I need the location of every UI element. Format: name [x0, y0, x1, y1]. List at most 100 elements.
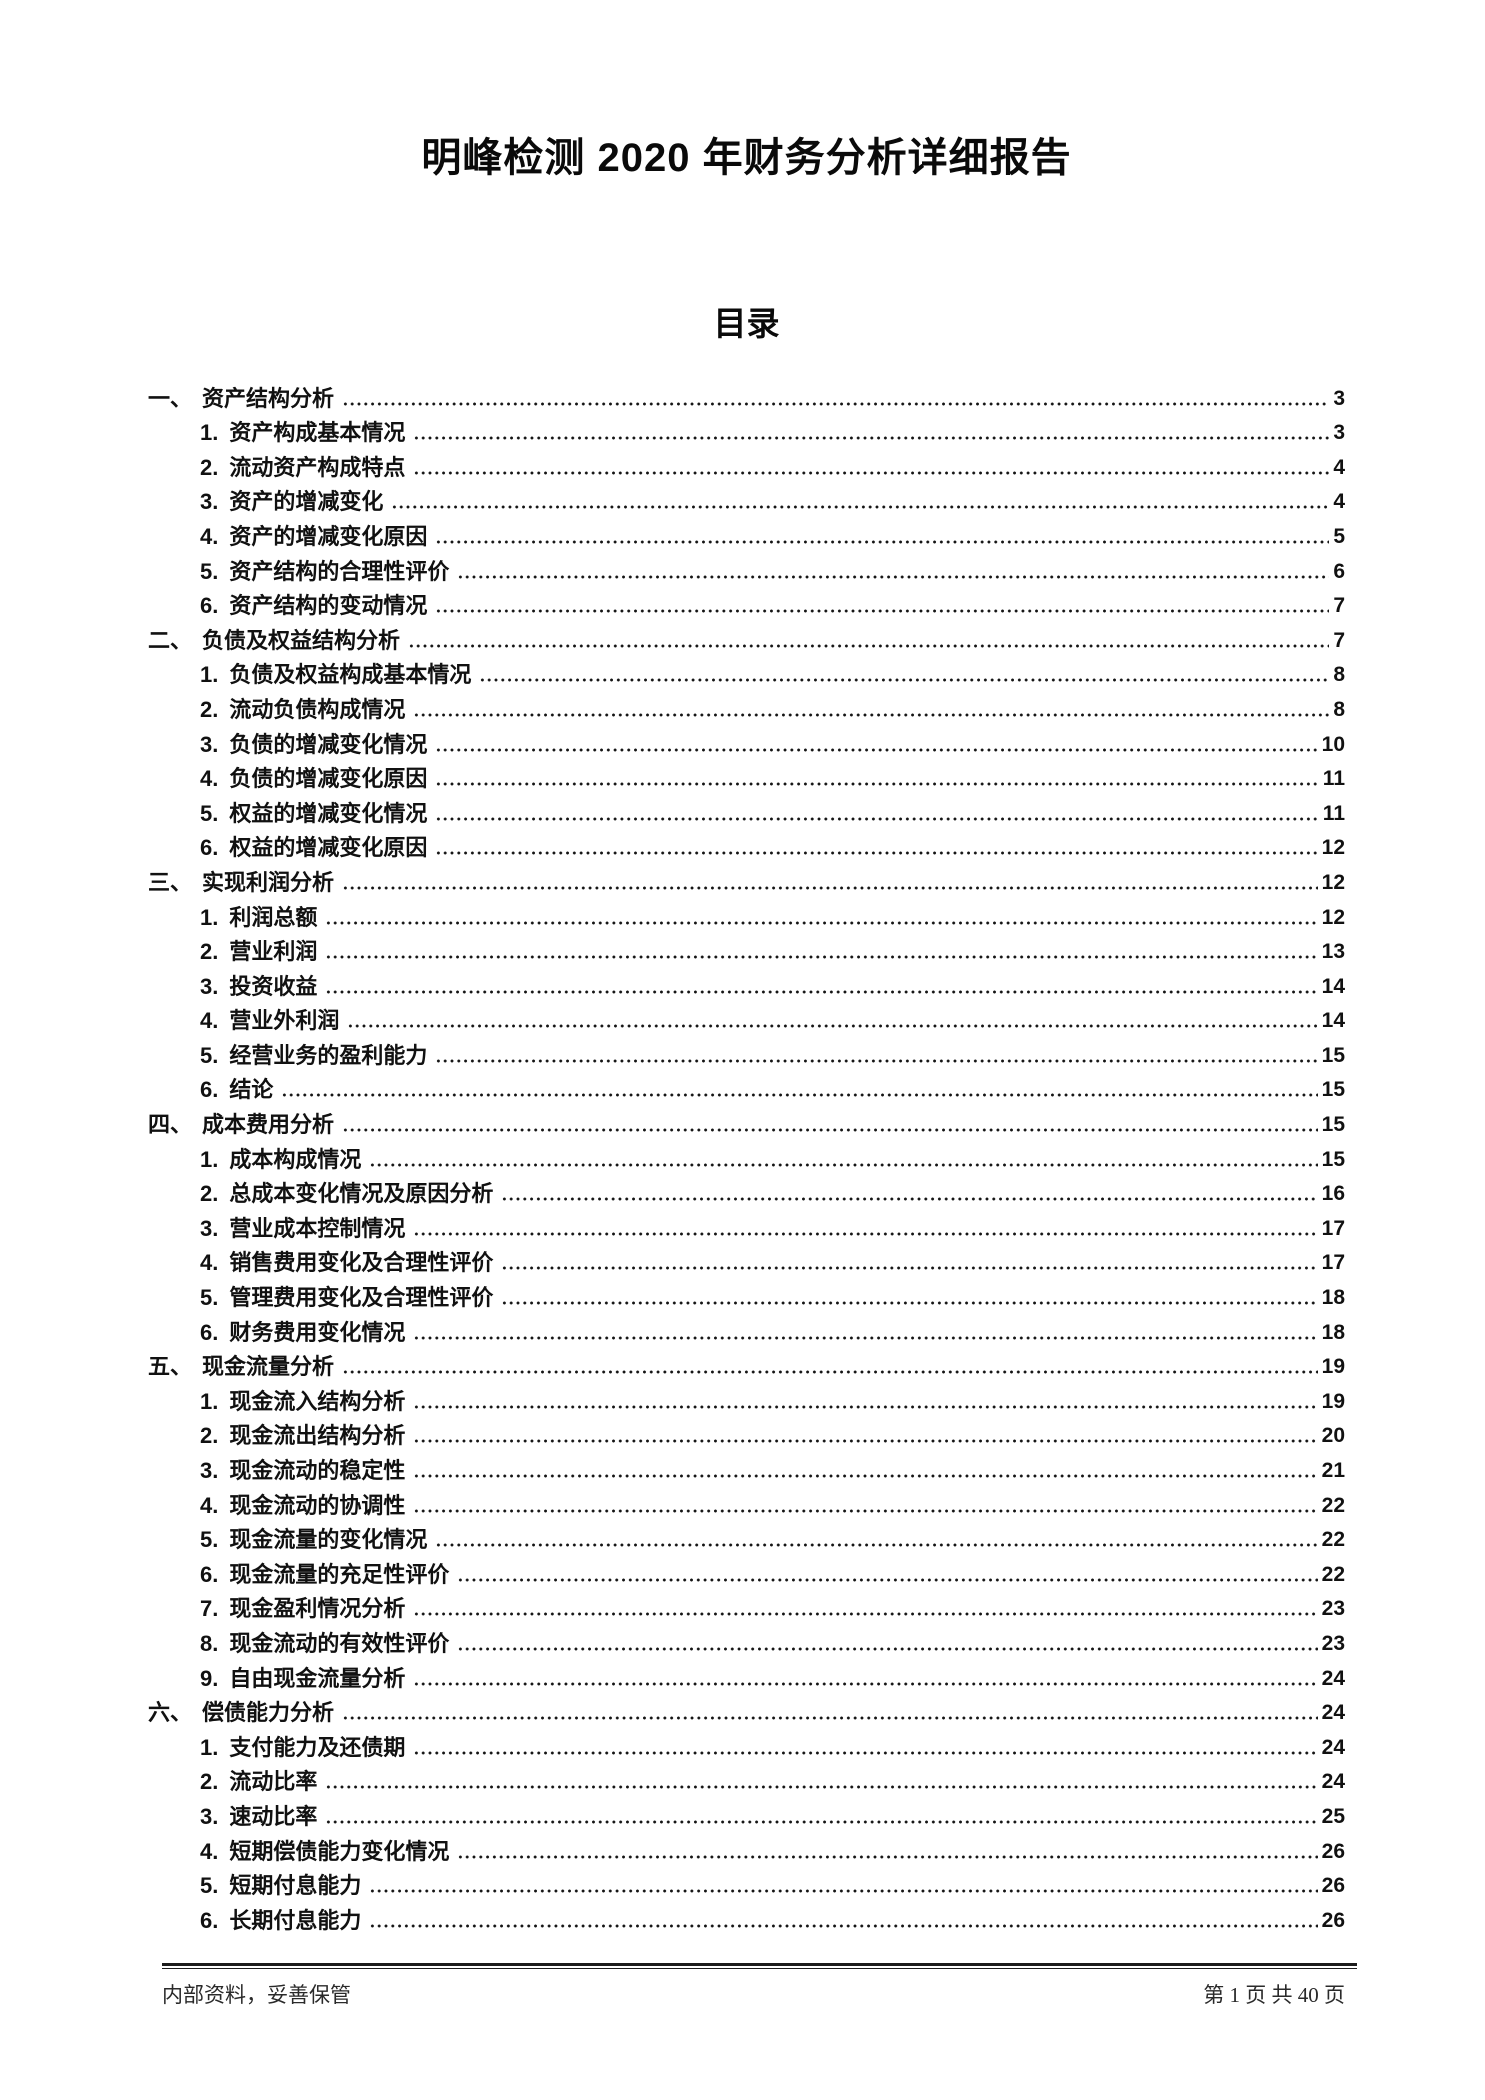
toc-entry: 二、 负债及权益结构分析 7 [148, 620, 1345, 655]
toc-entry-number: 1. [200, 904, 219, 930]
toc-entry-title: 负债及权益构成基本情况 [229, 662, 472, 688]
toc-entry-page: 8 [1333, 663, 1345, 687]
toc-entry-page: 14 [1321, 1009, 1345, 1033]
toc-entry-number: 2. [200, 1181, 219, 1207]
toc-leader-dots [325, 987, 1318, 996]
toc-entry-number: 1. [200, 1734, 219, 1760]
toc-entry: 1. 支付能力及还债期 24 [148, 1727, 1345, 1762]
toc-entry-title: 现金流入结构分析 [229, 1388, 406, 1414]
toc-entry-title: 现金流量的变化情况 [229, 1527, 428, 1553]
toc-entry-page: 19 [1321, 1389, 1345, 1413]
toc-entry-page: 7 [1333, 594, 1345, 618]
toc-leader-dots [435, 849, 1318, 858]
toc-leader-dots [408, 641, 1330, 650]
toc-entry-title: 成本费用分析 [202, 1112, 335, 1138]
toc-leader-dots [435, 1056, 1318, 1065]
toc-entry-page: 26 [1321, 1908, 1345, 1932]
toc-leader-dots [435, 780, 1319, 789]
toc-entry-number: 1. [200, 1388, 219, 1414]
toc-leader-dots [342, 883, 1318, 892]
toc-leader-dots [435, 537, 1330, 546]
toc-leader-dots [369, 1887, 1318, 1896]
toc-leader-dots [501, 1195, 1318, 1204]
toc-entry-page: 14 [1321, 974, 1345, 998]
toc-entry-page: 24 [1321, 1666, 1345, 1690]
toc-entry: 3. 速动比率 25 [148, 1796, 1345, 1831]
toc-entry-title: 现金盈利情况分析 [229, 1596, 406, 1622]
toc-entry: 9. 自由现金流量分析 24 [148, 1658, 1345, 1693]
toc-leader-dots [479, 676, 1330, 685]
toc-entry-title: 总成本变化情况及原因分析 [229, 1181, 494, 1207]
toc-entry-number: 2. [200, 696, 219, 722]
toc-entry: 三、 实现利润分析 12 [148, 862, 1345, 897]
toc-entry-page: 13 [1321, 940, 1345, 964]
toc-entry-title: 流动比率 [229, 1769, 318, 1795]
toc-entry-title: 营业利润 [229, 939, 318, 965]
toc-entry-page: 11 [1322, 767, 1345, 791]
toc-leader-dots [413, 1472, 1318, 1480]
page-footer: 内部资料，妥善保管 第 1 页 共 40 页 [162, 1963, 1357, 2009]
toc-leader-dots [413, 1679, 1318, 1688]
toc-leader-dots [457, 1644, 1318, 1653]
toc-entry: 四、 成本费用分析 15 [148, 1104, 1345, 1139]
toc-entry-page: 4 [1333, 490, 1345, 514]
toc-entry-number: 3. [200, 1458, 219, 1483]
toc-entry-number: 六、 [148, 1700, 193, 1726]
toc-entry: 3. 负债的增减变化情况 10 [148, 724, 1345, 759]
toc-entry-number: 5. [200, 558, 219, 584]
toc-entry-page: 7 [1333, 628, 1345, 652]
toc-entry-page: 23 [1321, 1631, 1345, 1655]
toc-entry: 7. 现金盈利情况分析 23 [148, 1589, 1345, 1624]
toc-entry-title: 速动比率 [229, 1803, 318, 1829]
toc-entry-number: 7. [200, 1596, 219, 1622]
toc-entry-page: 10 [1321, 732, 1345, 756]
toc-entry-page: 26 [1321, 1874, 1345, 1898]
toc-entry-title: 销售费用变化及合理性评价 [229, 1250, 494, 1276]
toc-entry-title: 结论 [229, 1077, 274, 1103]
toc-entry-title: 现金流出结构分析 [229, 1423, 406, 1449]
toc-leader-dots [413, 1610, 1318, 1619]
toc-entry-page: 24 [1321, 1701, 1345, 1725]
toc-entry-number: 3. [200, 489, 219, 515]
toc-entry-page: 24 [1321, 1770, 1345, 1794]
toc-leader-dots [413, 434, 1330, 443]
toc-entry-title: 营业外利润 [229, 1008, 340, 1034]
toc-entry: 1. 成本构成情况 15 [148, 1139, 1345, 1174]
toc-entry: 4. 现金流动的协调性 22 [148, 1485, 1345, 1520]
toc-entry-title: 投资收益 [229, 973, 318, 999]
toc-leader-dots [347, 1022, 1318, 1031]
toc-leader-dots [501, 1299, 1318, 1308]
footer-divider [162, 1963, 1357, 1969]
toc-entry-title: 现金流量分析 [202, 1354, 335, 1380]
footer-page-indicator: 第 1 页 共 40 页 [1203, 1983, 1345, 2007]
toc-entry-title: 管理费用变化及合理性评价 [229, 1285, 494, 1311]
toc-entry: 1. 资产构成基本情况 3 [148, 413, 1345, 448]
toc-entry: 3. 营业成本控制情况 17 [148, 1208, 1345, 1243]
toc-entry: 2. 流动资产构成特点 4 [148, 447, 1345, 482]
toc-entry-page: 26 [1321, 1839, 1345, 1863]
toc-entry-number: 5. [200, 1285, 219, 1311]
toc-entry: 3. 资产的增减变化 4 [148, 482, 1345, 517]
toc-leader-dots [435, 814, 1319, 823]
toc-entry: 2. 营业利润 13 [148, 932, 1345, 967]
toc-entry: 5. 管理费用变化及合理性评价 18 [148, 1277, 1345, 1312]
toc-leader-dots [369, 1921, 1318, 1930]
toc-entry-title: 成本构成情况 [229, 1146, 362, 1172]
toc-leader-dots [435, 607, 1330, 616]
toc-entry-page: 15 [1321, 1078, 1345, 1102]
toc-entry-page: 5 [1333, 524, 1345, 548]
toc-entry-title: 短期偿债能力变化情况 [229, 1838, 450, 1864]
toc-entry-title: 流动负债构成情况 [229, 696, 406, 722]
toc-entry-number: 1. [200, 662, 219, 688]
toc-entry-number: 3. [200, 1803, 219, 1829]
toc-leader-dots [413, 1437, 1318, 1446]
toc-entry-number: 2. [200, 1769, 219, 1795]
toc-entry-number: 6. [200, 1907, 219, 1933]
toc-entry-page: 4 [1333, 455, 1345, 479]
toc-entry: 1. 利润总额 12 [148, 897, 1345, 932]
toc-entry-number: 5. [200, 1873, 219, 1899]
toc-entry-title: 流动资产构成特点 [229, 454, 406, 480]
toc-entry: 5. 现金流量的变化情况 22 [148, 1520, 1345, 1555]
toc-entry-title: 短期付息能力 [229, 1873, 362, 1899]
